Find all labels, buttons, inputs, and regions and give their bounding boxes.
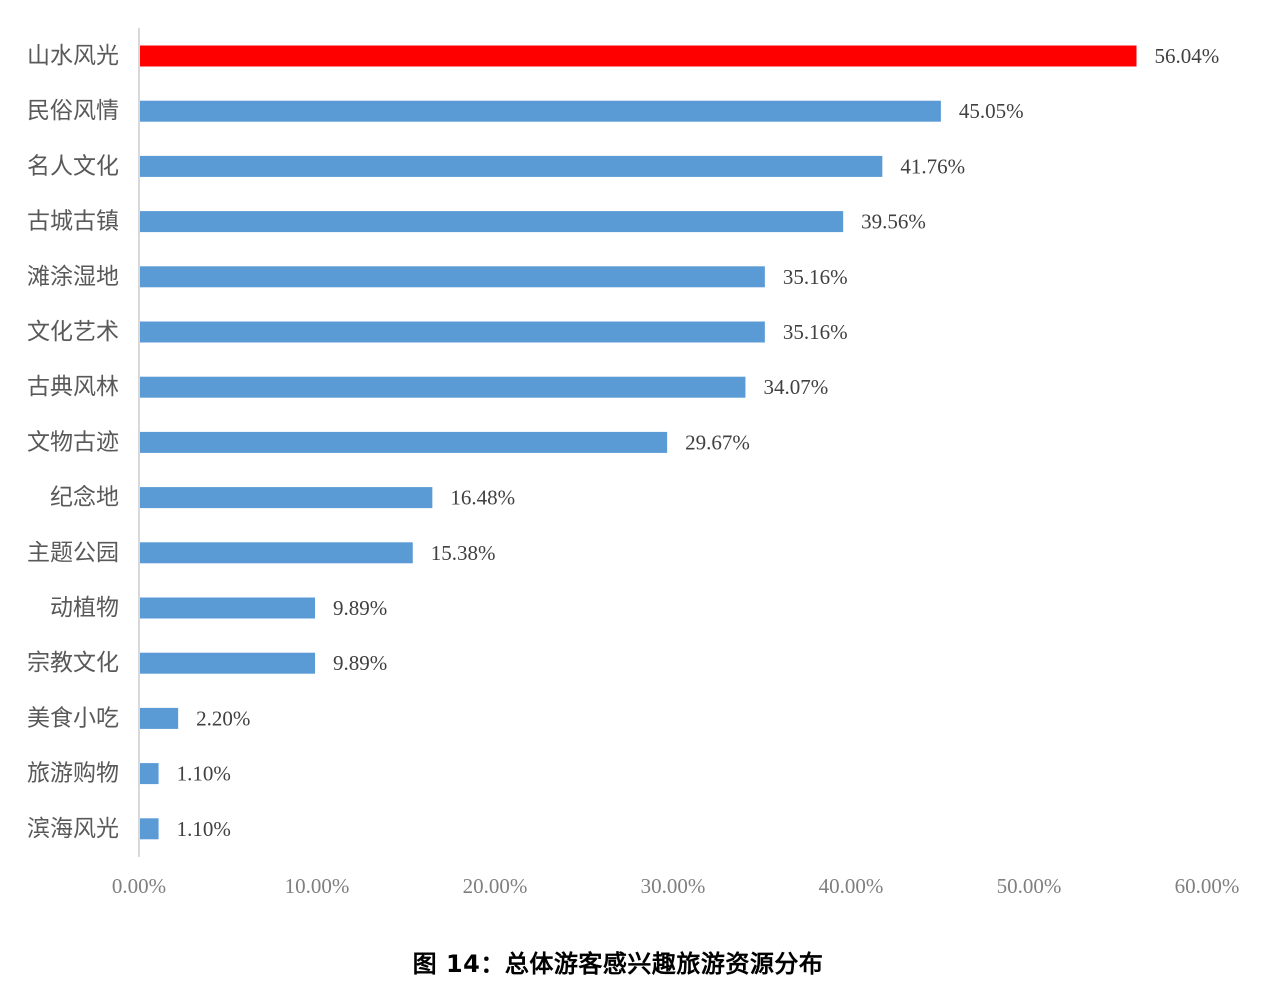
bar bbox=[140, 321, 765, 343]
value-label: 41.76% bbox=[900, 154, 965, 178]
category-label: 文物古迹 bbox=[27, 429, 119, 455]
category-label: 纪念地 bbox=[50, 485, 119, 511]
category-label: 文化艺术 bbox=[27, 319, 119, 345]
bar bbox=[140, 487, 433, 509]
value-label: 1.10% bbox=[177, 817, 231, 841]
bar bbox=[140, 266, 765, 288]
figure-caption: 图 14：总体游客感兴趣旅游资源分布 bbox=[412, 950, 824, 978]
bar bbox=[140, 818, 159, 840]
bar bbox=[140, 597, 316, 619]
category-label: 主题公园 bbox=[27, 540, 119, 566]
value-label: 9.89% bbox=[333, 596, 387, 620]
value-label: 45.05% bbox=[959, 99, 1024, 123]
x-tick-label: 30.00% bbox=[641, 874, 706, 898]
bar-chart: 山水风光 56.04% 民俗风情 45.05% 名人文化 41.76% 古城古镇 39.56%… bbox=[27, 28, 1240, 898]
category-label: 旅游购物 bbox=[27, 761, 119, 787]
category-label: 山水风光 bbox=[27, 43, 119, 69]
x-tick-label: 60.00% bbox=[1175, 874, 1240, 898]
value-label: 29.67% bbox=[685, 430, 750, 454]
value-label: 15.38% bbox=[431, 541, 496, 565]
category-label: 民俗风情 bbox=[27, 98, 119, 124]
bar bbox=[140, 100, 941, 122]
category-label: 古典风林 bbox=[27, 374, 119, 400]
category-label: 古城古镇 bbox=[27, 209, 119, 235]
bar bbox=[140, 376, 746, 398]
value-label: 35.16% bbox=[783, 265, 848, 289]
x-tick-label: 20.00% bbox=[463, 874, 528, 898]
value-label: 1.10% bbox=[177, 762, 231, 786]
category-label: 美食小吃 bbox=[27, 705, 119, 731]
x-tick-label: 40.00% bbox=[819, 874, 884, 898]
value-label: 2.20% bbox=[196, 706, 250, 730]
value-label: 39.56% bbox=[861, 210, 926, 234]
category-label: 宗教文化 bbox=[27, 650, 119, 676]
x-tick-label: 0.00% bbox=[112, 874, 166, 898]
bar bbox=[140, 707, 179, 729]
chart-svg: 山水风光 56.04% 民俗风情 45.05% 名人文化 41.76% 古城古镇 39.56%… bbox=[27, 28, 1240, 898]
value-label: 34.07% bbox=[763, 375, 828, 399]
bar bbox=[140, 652, 316, 674]
value-label: 16.48% bbox=[450, 486, 515, 510]
category-label: 滨海风光 bbox=[27, 816, 119, 842]
x-tick-label: 50.00% bbox=[997, 874, 1062, 898]
bar bbox=[140, 763, 159, 785]
bar bbox=[140, 155, 883, 177]
x-tick-label: 10.00% bbox=[285, 874, 350, 898]
bar bbox=[140, 431, 668, 453]
category-label: 滩涂湿地 bbox=[27, 264, 119, 290]
bar bbox=[140, 542, 413, 564]
category-label: 名人文化 bbox=[27, 153, 119, 179]
bar bbox=[140, 211, 844, 233]
category-label: 动植物 bbox=[50, 595, 119, 621]
value-label: 35.16% bbox=[783, 320, 848, 344]
value-label: 9.89% bbox=[333, 651, 387, 675]
bar-highlight bbox=[140, 45, 1137, 67]
value-label: 56.04% bbox=[1155, 44, 1220, 68]
